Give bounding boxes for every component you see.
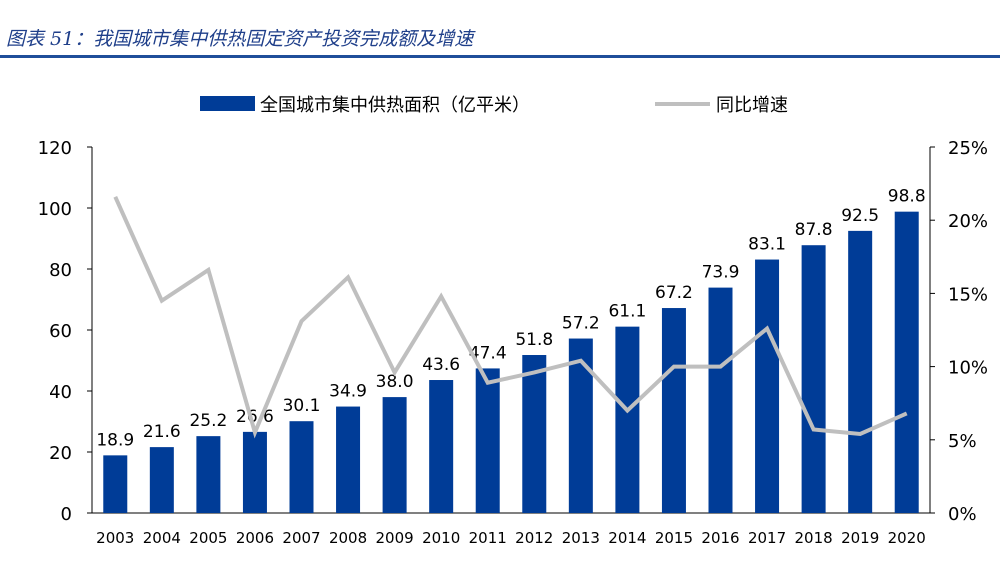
left-tick-label: 20 (49, 443, 72, 464)
bar (755, 259, 780, 513)
x-tick-label: 2005 (189, 529, 227, 547)
right-tick-label: 10% (948, 358, 988, 379)
bar-data-label: 25.2 (189, 411, 227, 431)
bar (475, 368, 500, 513)
x-tick-label: 2019 (841, 529, 879, 547)
bar (196, 436, 221, 513)
legend-line-label: 同比增速 (716, 95, 788, 116)
x-tick-label: 2015 (655, 529, 693, 547)
bar (615, 326, 640, 513)
right-tick-label: 25% (948, 138, 988, 159)
x-tick-label: 2009 (376, 529, 414, 547)
bar-data-label: 98.8 (888, 187, 926, 207)
x-tick-label: 2010 (422, 529, 460, 547)
bar (801, 245, 826, 513)
bar (242, 431, 267, 513)
bar (103, 455, 128, 513)
left-tick-label: 100 (38, 199, 72, 220)
bar-data-label: 92.5 (841, 206, 879, 226)
left-tick-label: 60 (49, 321, 72, 342)
x-tick-label: 2013 (562, 529, 600, 547)
bar (149, 447, 174, 513)
bar (661, 308, 686, 513)
bar-data-label: 47.4 (469, 343, 507, 363)
x-tick-label: 2007 (282, 529, 320, 547)
bar-data-label: 67.2 (655, 283, 693, 303)
title-divider (0, 55, 1000, 58)
left-tick-label: 40 (49, 382, 72, 403)
bar-data-label: 61.1 (608, 302, 646, 322)
left-tick-label: 80 (49, 260, 72, 281)
bar-data-label: 87.8 (795, 220, 833, 240)
bar-data-label: 21.6 (143, 422, 181, 442)
right-tick-label: 5% (948, 431, 977, 452)
x-tick-label: 2012 (515, 529, 553, 547)
x-tick-label: 2018 (795, 529, 833, 547)
legend-bar-swatch (200, 96, 255, 111)
bar-data-label: 51.8 (515, 330, 553, 350)
x-tick-label: 2006 (236, 529, 274, 547)
bar-data-label: 57.2 (562, 314, 600, 334)
x-tick-label: 2020 (888, 529, 926, 547)
right-tick-label: 0% (948, 504, 977, 525)
x-tick-label: 2004 (143, 529, 181, 547)
bar (429, 380, 454, 513)
bar-data-label: 34.9 (329, 382, 367, 402)
right-tick-label: 20% (948, 211, 988, 232)
left-tick-label: 0 (61, 504, 72, 525)
bar (289, 421, 314, 513)
bar-data-label: 26.6 (236, 407, 274, 427)
bar (382, 397, 407, 513)
bar-data-label: 30.1 (283, 396, 321, 416)
left-tick-label: 120 (38, 138, 72, 159)
bar (848, 230, 873, 513)
growth-line (113, 195, 908, 439)
bar (708, 287, 733, 513)
bar-data-label: 43.6 (422, 355, 460, 375)
x-tick-label: 2017 (748, 529, 786, 547)
bar-data-label: 83.1 (748, 235, 786, 255)
bar (336, 406, 361, 513)
x-tick-label: 2014 (608, 529, 646, 547)
legend-bar-label: 全国城市集中供热面积（亿平米） (260, 95, 530, 116)
bar-data-label: 18.9 (96, 430, 134, 450)
x-tick-label: 2008 (329, 529, 367, 547)
right-tick-label: 15% (948, 284, 988, 305)
bar-data-label: 38.0 (376, 372, 414, 392)
x-tick-label: 2003 (96, 529, 134, 547)
bar (522, 355, 547, 513)
bar (894, 211, 919, 513)
bar-data-label: 73.9 (702, 263, 740, 283)
chart-title: 图表 51：我国城市集中供热固定资产投资完成额及增速 (6, 28, 474, 50)
x-tick-label: 2016 (701, 529, 739, 547)
x-tick-label: 2011 (469, 529, 507, 547)
